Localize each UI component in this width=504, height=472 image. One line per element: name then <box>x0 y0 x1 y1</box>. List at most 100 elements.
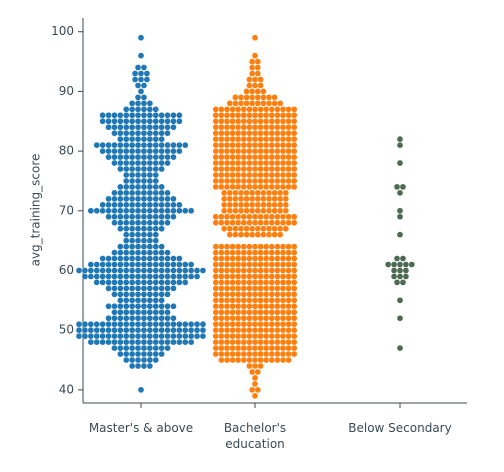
dot <box>218 338 225 346</box>
dot <box>223 130 231 137</box>
dot <box>111 303 118 310</box>
dot <box>152 183 159 191</box>
dot <box>251 219 259 226</box>
dot <box>251 273 259 280</box>
dot <box>246 279 253 286</box>
dot-row <box>212 177 298 185</box>
dot <box>396 315 404 322</box>
dot <box>117 303 124 310</box>
dot <box>99 118 106 125</box>
dot <box>117 225 124 232</box>
dot <box>158 207 165 214</box>
dot-row <box>396 344 404 352</box>
dot <box>274 297 281 304</box>
dot <box>274 267 281 274</box>
dot <box>212 321 219 328</box>
dot <box>240 332 247 340</box>
dot <box>291 147 298 155</box>
dot <box>158 338 165 346</box>
dot <box>158 130 165 137</box>
dot-row <box>396 207 404 214</box>
dot <box>249 189 256 197</box>
dot <box>164 249 171 256</box>
dot <box>146 225 154 232</box>
dot <box>235 171 242 179</box>
dot <box>158 159 165 167</box>
dot <box>199 327 207 334</box>
dot <box>75 327 83 334</box>
dot <box>274 327 281 334</box>
dot <box>105 332 112 340</box>
dot <box>257 141 264 149</box>
dot <box>254 100 261 107</box>
dot <box>268 309 275 316</box>
dot <box>240 243 247 250</box>
dot <box>117 285 124 292</box>
dot <box>218 291 225 298</box>
dot <box>152 225 159 232</box>
dot <box>170 261 177 268</box>
dot-row <box>99 255 183 262</box>
dot <box>246 76 253 83</box>
dot <box>251 130 259 137</box>
dot <box>263 315 270 322</box>
dot <box>240 267 247 274</box>
dot <box>123 309 130 316</box>
dot <box>158 350 165 358</box>
dot-row <box>396 297 404 304</box>
dot <box>218 255 225 262</box>
dot <box>235 153 242 161</box>
dot <box>251 297 259 304</box>
dot <box>170 112 177 119</box>
dot-row <box>111 189 171 197</box>
dot <box>152 267 159 274</box>
dot <box>212 136 219 143</box>
dot <box>268 171 275 179</box>
dot <box>260 189 267 197</box>
dot <box>254 64 261 71</box>
dot <box>128 112 136 119</box>
dot <box>137 386 145 394</box>
dot <box>99 279 106 286</box>
dot <box>237 207 245 214</box>
dot <box>223 327 231 334</box>
dot-row <box>99 201 183 208</box>
dot <box>390 273 398 280</box>
dot <box>176 338 183 346</box>
dot <box>158 321 165 328</box>
dot <box>123 315 130 322</box>
dot <box>285 219 292 226</box>
dot <box>274 112 281 119</box>
dot <box>240 171 247 179</box>
dot <box>182 267 189 274</box>
dot <box>146 350 154 358</box>
dot <box>254 231 261 238</box>
dot <box>291 112 298 119</box>
dot <box>223 279 231 286</box>
dot <box>93 141 100 149</box>
dot <box>257 356 264 364</box>
dot <box>123 159 130 167</box>
dot <box>240 356 247 364</box>
dot <box>117 130 124 137</box>
dot <box>212 219 219 226</box>
dot <box>176 267 183 274</box>
dot <box>229 315 236 322</box>
dot <box>111 249 118 256</box>
dot <box>232 231 239 238</box>
dot <box>128 291 136 298</box>
dot <box>152 350 159 358</box>
dot-row <box>251 52 259 59</box>
dot <box>87 207 94 214</box>
dot <box>285 177 292 185</box>
dot <box>140 106 148 113</box>
dot <box>134 285 142 292</box>
dot <box>279 261 287 268</box>
dot <box>140 118 148 125</box>
dot <box>399 183 407 191</box>
dot <box>235 255 242 262</box>
dot <box>274 147 281 155</box>
dot <box>390 261 398 268</box>
dot <box>137 76 145 83</box>
dot <box>229 303 236 310</box>
